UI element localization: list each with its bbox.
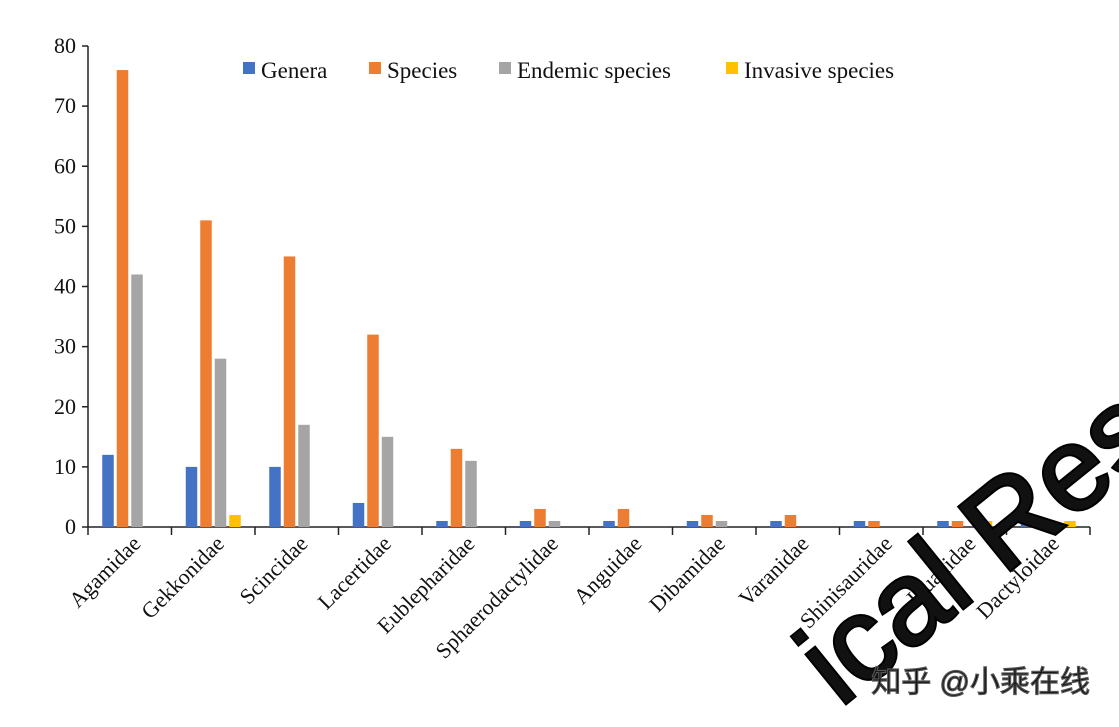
bar-genera-dactyloidae bbox=[1020, 520, 1033, 527]
bar-invasive-species-gekkonidae bbox=[229, 514, 241, 527]
bar-genera-lacertidae bbox=[352, 502, 365, 527]
bar-endemic-species-scincidae bbox=[298, 424, 310, 527]
bar-genera-agamidae bbox=[102, 454, 114, 527]
bar-invasive-species-iguanidae bbox=[980, 520, 993, 527]
y-tick-label: 40 bbox=[54, 274, 76, 299]
bar-species-shinisauridae bbox=[868, 520, 880, 527]
bar-endemic-species-agamidae bbox=[131, 274, 143, 527]
x-category-label: Anguidae bbox=[568, 531, 646, 609]
bar-genera-dibamidae bbox=[686, 520, 699, 527]
bar-genera-varanidae bbox=[770, 520, 782, 527]
bar-genera-scincidae bbox=[269, 466, 281, 527]
bar-genera-iguanidae bbox=[937, 520, 949, 527]
chart-legend: Genera Species Endemic species Invasive spe… bbox=[243, 58, 894, 83]
bar-genera-anguidae bbox=[603, 520, 615, 527]
chart-bars bbox=[102, 70, 1076, 528]
bar-genera-sphaerodactylidae bbox=[519, 520, 532, 527]
bar-species-varanidae bbox=[784, 514, 797, 527]
y-tick-label: 80 bbox=[54, 33, 76, 58]
legend-swatch-species bbox=[369, 62, 381, 74]
x-category-label: Agamidae bbox=[64, 531, 146, 613]
bar-species-iguanidae bbox=[951, 520, 964, 527]
bar-genera-eublepharidae bbox=[436, 520, 448, 527]
bar-genera-gekkonidae bbox=[185, 466, 198, 527]
bar-genera-shinisauridae bbox=[853, 520, 866, 527]
x-category-label: Scincidae bbox=[234, 531, 312, 609]
bar-species-eublepharidae bbox=[450, 448, 463, 527]
x-category-label: Gekkonidae bbox=[136, 531, 229, 624]
bar-species-gekkonidae bbox=[200, 220, 212, 528]
y-tick-label: 70 bbox=[54, 93, 76, 118]
x-category-label: Lacertidae bbox=[313, 531, 396, 614]
bar-endemic-species-gekkonidae bbox=[214, 358, 227, 527]
bar-invasive-species-dactyloidae bbox=[1064, 520, 1076, 527]
bar-species-lacertidae bbox=[367, 334, 379, 527]
y-tick-label: 20 bbox=[54, 394, 76, 419]
legend-swatch-genera bbox=[243, 62, 255, 74]
bar-species-dactyloidae bbox=[1035, 520, 1047, 527]
legend-label-invasive-species: Invasive species bbox=[744, 58, 894, 83]
bar-species-dibamidae bbox=[701, 514, 713, 527]
x-category-label: Dibamidae bbox=[644, 531, 730, 617]
bar-endemic-species-sphaerodactylidae bbox=[548, 520, 561, 527]
y-tick-label: 30 bbox=[54, 334, 76, 359]
legend-swatch-endemic-species bbox=[499, 62, 511, 74]
bar-species-scincidae bbox=[283, 256, 296, 527]
bar-species-anguidae bbox=[617, 508, 630, 527]
bar-endemic-species-lacertidae bbox=[381, 436, 394, 527]
legend-swatch-invasive-species bbox=[726, 62, 738, 74]
bar-endemic-species-dibamidae bbox=[715, 520, 728, 527]
chart-axes: 0 10 20 30 40 50 60 70 80 bbox=[54, 33, 1091, 539]
y-tick-label: 50 bbox=[54, 213, 76, 238]
site-watermark-text: 知乎 @小乘在线 bbox=[871, 666, 1090, 699]
bar-species-sphaerodactylidae bbox=[534, 508, 546, 527]
x-category-label: Varanidae bbox=[734, 531, 814, 611]
legend-label-genera: Genera bbox=[261, 58, 327, 83]
legend-label-species: Species bbox=[387, 58, 457, 83]
legend-label-endemic-species: Endemic species bbox=[517, 58, 671, 83]
y-tick-label: 10 bbox=[54, 454, 76, 479]
bar-endemic-species-eublepharidae bbox=[465, 460, 477, 527]
y-tick-label: 60 bbox=[54, 153, 76, 178]
y-tick-label: 0 bbox=[65, 514, 76, 539]
bar-species-agamidae bbox=[116, 70, 129, 528]
